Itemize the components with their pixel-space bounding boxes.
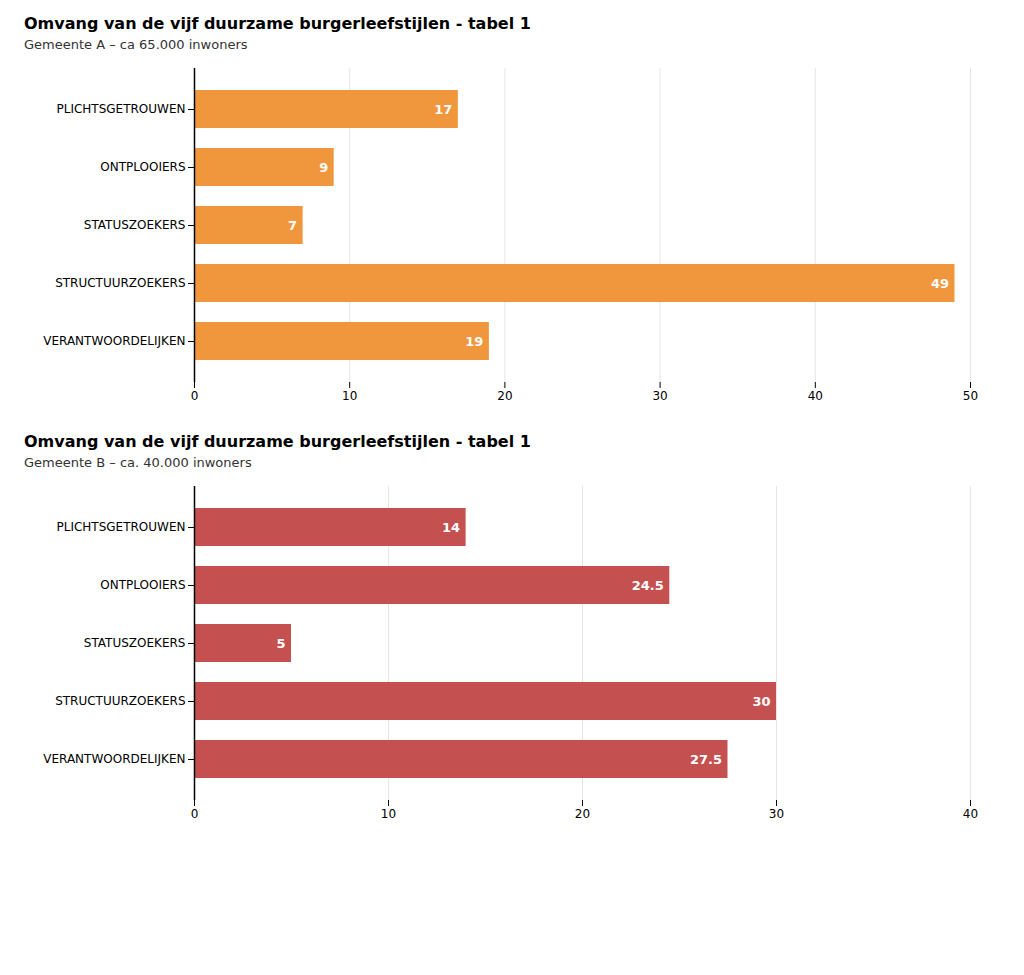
svg-text:30: 30 <box>769 807 784 821</box>
html-text:Gemeente B – ca. 40.000 inwone: Gemeente B – ca. 40.000 inwoners <box>24 455 252 470</box>
svg-text:5: 5 <box>276 636 285 651</box>
svg-text:17: 17 <box>434 102 452 117</box>
svg-text:PLICHTSGETROUWEN: PLICHTSGETROUWEN <box>56 102 185 116</box>
html-text:Omvang van de vijf duurzame bu: Omvang van de vijf duurzame burgerleefst… <box>24 14 531 33</box>
svg-text:40: 40 <box>808 389 823 403</box>
html-text:Gemeente A – ca 65.000 inwoner: Gemeente A – ca 65.000 inwoners <box>24 37 248 52</box>
svg-text:40: 40 <box>963 807 978 821</box>
svg-text:20: 20 <box>575 807 590 821</box>
svg-text:0: 0 <box>191 807 199 821</box>
html-text:Omvang van de vijf duurzame bu: Omvang van de vijf duurzame burgerleefst… <box>24 432 531 451</box>
svg-text:ONTPLOOIERS: ONTPLOOIERS <box>100 578 185 592</box>
svg-text:19: 19 <box>465 334 483 349</box>
svg-text:0: 0 <box>191 389 199 403</box>
svg-text:27.5: 27.5 <box>690 752 722 767</box>
svg-text:30: 30 <box>752 694 770 709</box>
svg-text:7: 7 <box>288 218 297 233</box>
svg-text:50: 50 <box>963 389 978 403</box>
svg-text:STRUCTUURZOEKERS: STRUCTUURZOEKERS <box>55 694 185 708</box>
svg-text:20: 20 <box>497 389 512 403</box>
svg-text:14: 14 <box>442 520 460 535</box>
svg-text:VERANTWOORDELIJKEN: VERANTWOORDELIJKEN <box>43 752 185 766</box>
svg-text:PLICHTSGETROUWEN: PLICHTSGETROUWEN <box>56 520 185 534</box>
svg-text:10: 10 <box>381 807 396 821</box>
svg-text:STATUSZOEKERS: STATUSZOEKERS <box>84 636 186 650</box>
svg-text:STRUCTUURZOEKERS: STRUCTUURZOEKERS <box>55 276 185 290</box>
svg-text:ONTPLOOIERS: ONTPLOOIERS <box>100 160 185 174</box>
svg-text:VERANTWOORDELIJKEN: VERANTWOORDELIJKEN <box>43 334 185 348</box>
svg-text:STATUSZOEKERS: STATUSZOEKERS <box>84 218 186 232</box>
svg-text:9: 9 <box>319 160 328 175</box>
svg-text:49: 49 <box>931 276 949 291</box>
svg-text:30: 30 <box>652 389 667 403</box>
svg-text:24.5: 24.5 <box>632 578 664 593</box>
svg-text:10: 10 <box>342 389 357 403</box>
